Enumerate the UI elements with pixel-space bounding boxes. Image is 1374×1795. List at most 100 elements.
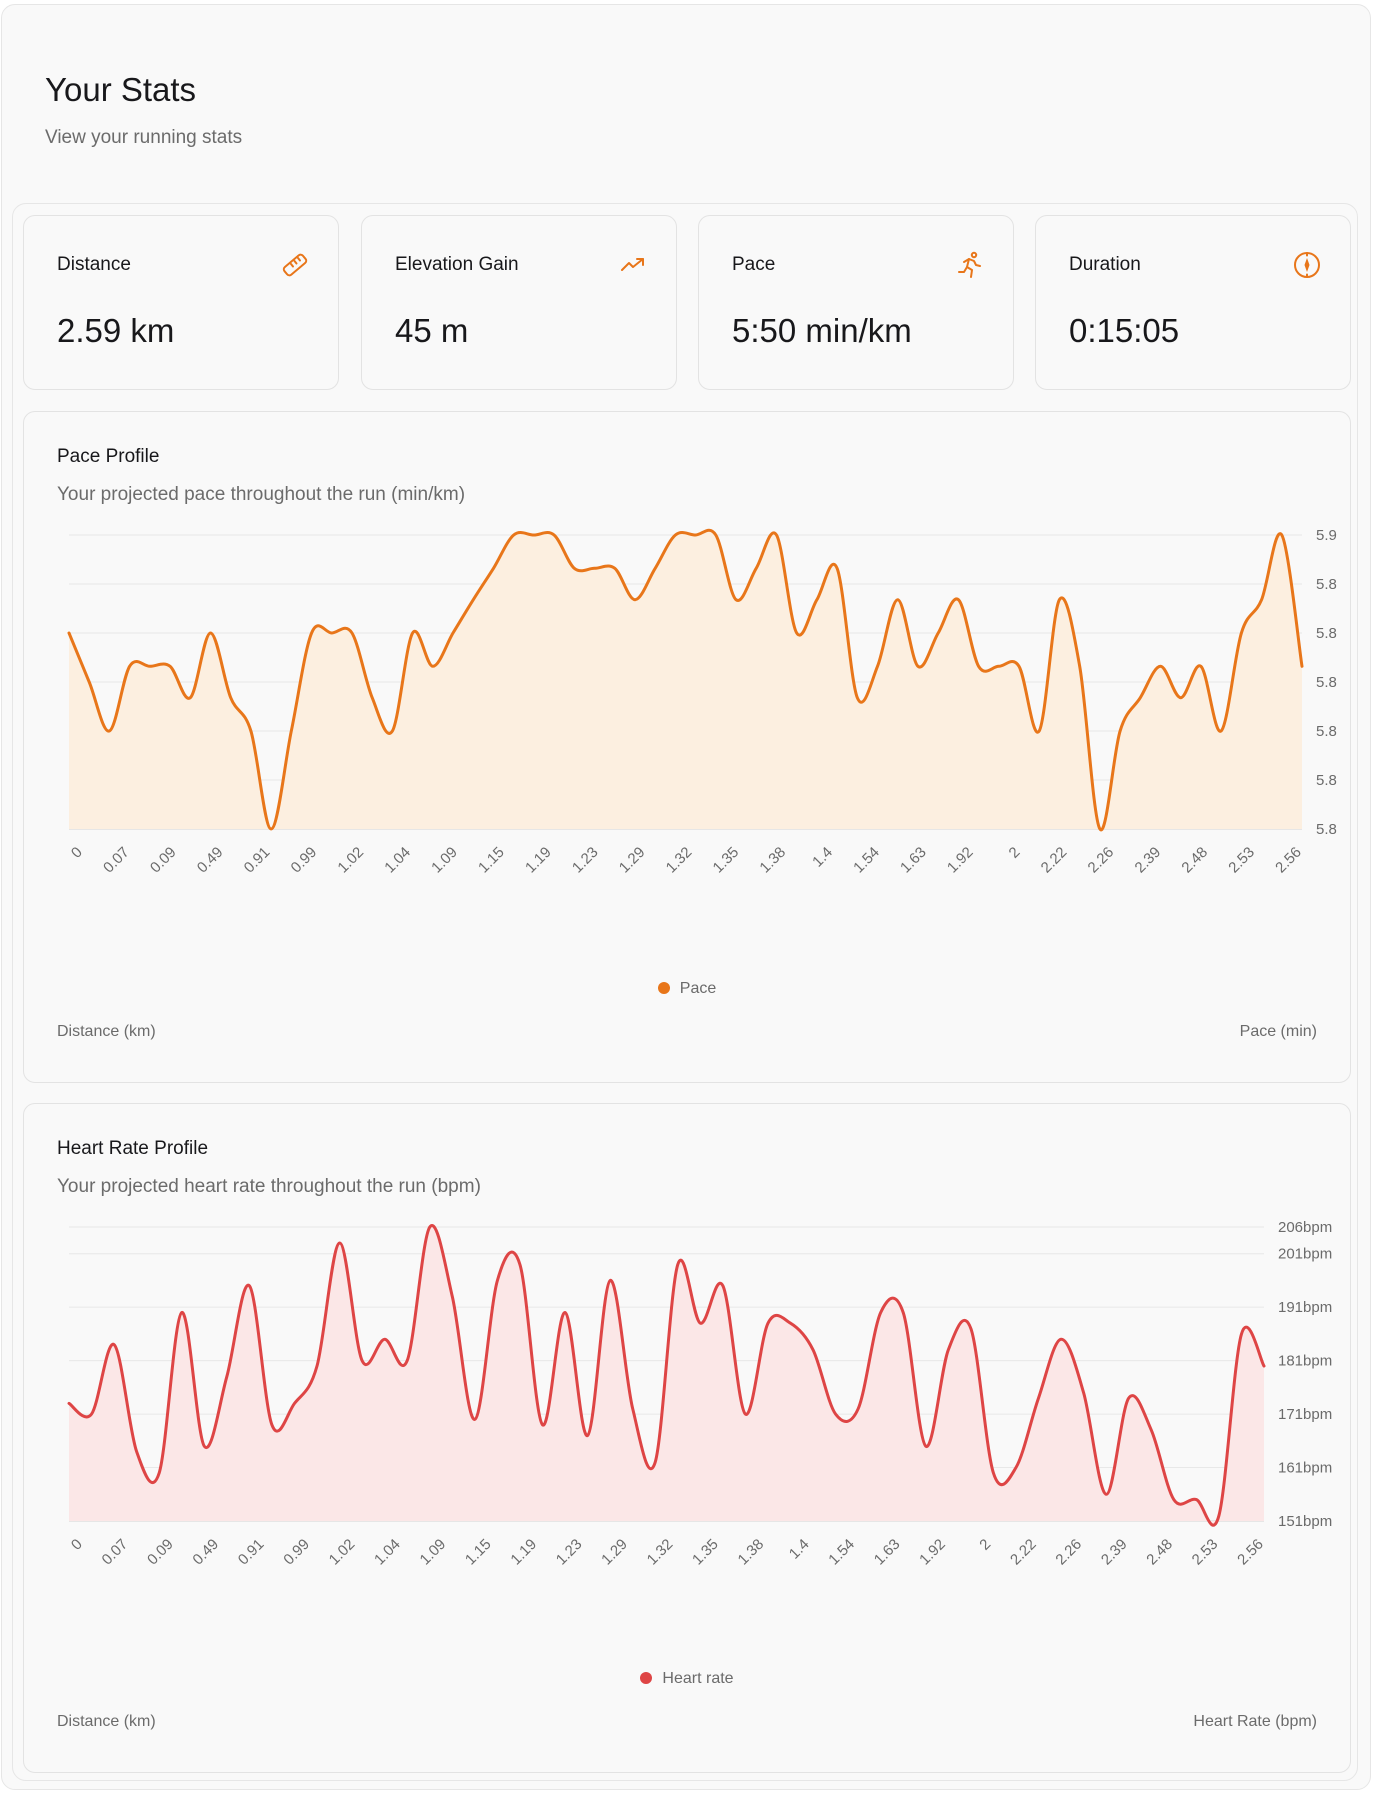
chart-title: Heart Rate Profile [57,1138,209,1159]
y-tick-label: 5.9 [1316,527,1337,544]
y-tick-label: 5.8 [1316,576,1337,593]
legend-label: Pace [679,980,717,997]
ruler-icon [282,253,308,277]
x-tick-label: 0.07 [99,1536,132,1569]
y-tick-label: 5.8 [1316,674,1337,691]
x-tick-label: 0.99 [288,844,321,877]
x-tick-label: 1.92 [916,1536,949,1569]
stat-card-duration: Duration 0:15:05 [1035,215,1351,390]
y-tick-label: 5.8 [1316,821,1337,838]
y-tick-label: 5.8 [1316,723,1337,740]
y-tick-label: 171bpm [1278,1406,1332,1423]
x-tick-label: 0.99 [280,1536,313,1569]
x-tick-label: 0 [68,844,86,862]
x-tick-label: 1.38 [735,1536,768,1569]
x-tick-label: 2 [1006,844,1024,862]
x-tick-label: 1.02 [334,844,367,877]
x-tick-label: 2.26 [1085,844,1118,877]
trending-up-icon [621,258,644,271]
x-tick-label: 1.63 [871,1536,904,1569]
y-tick-label: 151bpm [1278,1513,1332,1530]
stat-card-pace: Pace 5:50 min/km [698,215,1014,390]
compass-icon [1294,252,1320,278]
x-tick-label: 1.19 [522,844,555,877]
series-area [69,530,1302,830]
x-tick-label: 0 [68,1536,86,1554]
x-tick-label: 1.35 [689,1536,722,1569]
x-tick-label: 1.29 [616,844,649,877]
x-tick-label: 0.09 [144,1536,177,1569]
x-axis-title: Distance (km) [57,1023,156,1040]
stat-value: 2.59 km [57,312,175,349]
stat-value: 0:15:05 [1069,312,1180,349]
x-tick-label: 1.92 [944,844,977,877]
x-tick-label: 1.04 [381,844,414,877]
runner-icon [958,251,981,278]
x-tick-label: 0.49 [194,844,227,877]
legend-swatch [657,982,670,994]
chart-title: Pace Profile [57,446,160,467]
x-tick-label: 0.91 [241,844,274,877]
y-tick-label: 201bpm [1278,1246,1332,1263]
stat-label: Distance [57,254,131,275]
x-tick-label: 0.91 [235,1536,268,1569]
x-tick-label: 2.53 [1189,1536,1222,1569]
x-tick-label: 2.48 [1143,1536,1176,1569]
y-tick-label: 191bpm [1278,1299,1332,1316]
x-tick-label: 1.4 [809,844,836,871]
x-axis-title: Distance (km) [57,1713,156,1730]
x-tick-label: 2.56 [1272,844,1305,877]
x-tick-label: 1.35 [710,844,743,877]
stat-label: Pace [732,254,776,275]
y-tick-label: 161bpm [1278,1460,1332,1477]
y-tick-label: 206bpm [1278,1219,1332,1236]
stat-card-distance: Distance 2.59 km [23,215,339,390]
legend-swatch [640,1672,653,1684]
x-tick-label: 1.32 [663,844,696,877]
series-line [67,1223,1266,1527]
chart-subtitle: Your projected pace throughout the run (… [57,484,466,505]
y-axis-title: Pace (min) [1239,1023,1317,1040]
x-tick-label: 1.32 [644,1536,677,1569]
chart-legend[interactable]: Heart rate [24,1670,1350,1688]
x-tick-label: 1.09 [428,844,461,877]
legend-label: Heart rate [662,1670,734,1687]
hr-chart-card: Heart Rate Profile Your projected heart … [23,1103,1351,1773]
x-tick-label: 1.04 [371,1536,404,1569]
stat-label: Elevation Gain [395,254,519,275]
x-tick-label: 1.29 [598,1536,631,1569]
y-tick-label: 181bpm [1278,1353,1332,1370]
series-line [67,528,1304,832]
pace-chart: 5.8 5.8 5.8 5.8 5.8 5.8 5.9 0 0.07 0.09 0.49 0.91 0.… [67,527,1337,877]
stat-label: Duration [1069,254,1141,275]
x-tick-label: 1.02 [326,1536,359,1569]
x-tick-label: 2.53 [1225,844,1258,877]
x-tick-label: 1.09 [417,1536,450,1569]
stat-card-elevation: Elevation Gain 45 m [361,215,677,390]
x-tick-label: 0.09 [147,844,180,877]
x-tick-label: 2.26 [1052,1536,1085,1569]
pace-chart-card: Pace Profile Your projected pace through… [23,411,1351,1083]
page-header: Your Stats View your running stats [45,71,242,149]
stat-value: 5:50 min/km [732,312,912,349]
stat-value: 45 m [395,312,469,349]
chart-subtitle: Your projected heart rate throughout the… [57,1176,481,1197]
x-tick-label: 1.38 [756,844,789,877]
x-tick-label: 1.19 [507,1536,540,1569]
x-tick-label: 1.23 [569,844,602,877]
chart-legend[interactable]: Pace [24,980,1350,998]
x-tick-label: 2 [976,1536,994,1554]
y-tick-label: 5.8 [1316,772,1337,789]
page-subtitle: View your running stats [45,127,243,148]
x-tick-label: 1.15 [475,844,508,877]
x-tick-label: 1.54 [850,844,883,877]
x-tick-label: 1.63 [897,844,930,877]
page-title: Your Stats [45,71,197,108]
x-tick-label: 0.49 [189,1536,222,1569]
x-tick-label: 2.56 [1234,1536,1267,1569]
x-tick-label: 2.22 [1007,1536,1040,1569]
x-tick-label: 2.48 [1178,844,1211,877]
x-tick-label: 2.22 [1038,844,1071,877]
y-axis-title: Heart Rate (bpm) [1193,1713,1317,1730]
x-tick-label: 2.39 [1132,844,1165,877]
